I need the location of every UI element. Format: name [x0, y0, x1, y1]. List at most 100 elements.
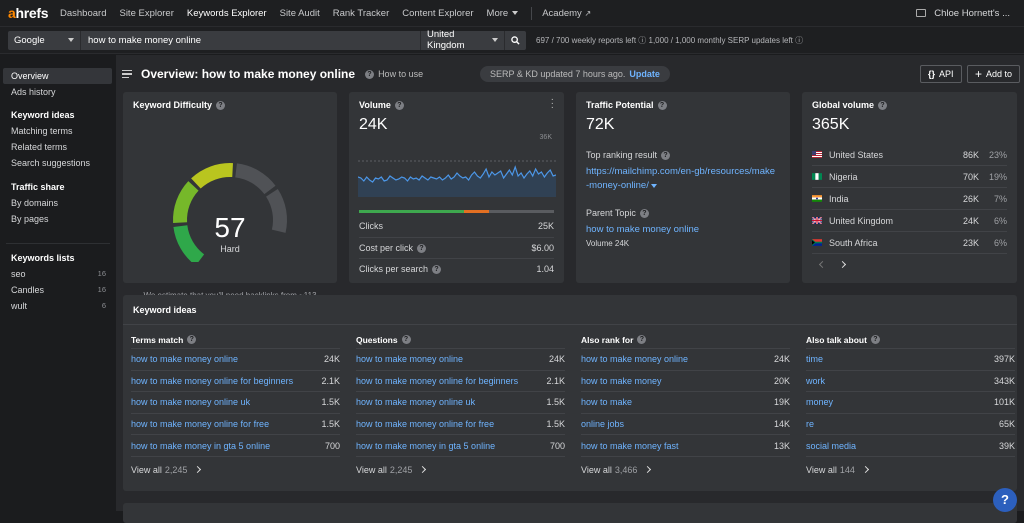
- how-to-use-link[interactable]: ? How to use: [365, 69, 423, 79]
- list-item[interactable]: how to make money online uk 1.5K: [131, 392, 340, 414]
- list-item[interactable]: how to make money online 24K: [131, 349, 340, 371]
- parent-topic-link[interactable]: how to make money online: [586, 224, 700, 235]
- country-row-us[interactable]: United States 86K 23%: [812, 144, 1007, 166]
- list-item[interactable]: how to make money online 24K: [581, 349, 790, 371]
- keyword-link[interactable]: how to make money online for free: [356, 419, 495, 430]
- search-button[interactable]: [504, 30, 526, 50]
- sidebar-item-overview[interactable]: Overview: [3, 68, 112, 84]
- help-icon[interactable]: ?: [878, 100, 888, 110]
- next-page-button[interactable]: [838, 260, 847, 269]
- sidebar-item-by-pages[interactable]: By pages: [11, 214, 49, 224]
- help-icon[interactable]: ?: [657, 100, 667, 110]
- keyword-link[interactable]: how to make money in gta 5 online: [131, 440, 271, 451]
- sidebar-item-related-terms[interactable]: Related terms: [11, 142, 68, 152]
- help-icon[interactable]: ?: [432, 264, 442, 274]
- search-engine-select[interactable]: Google: [8, 30, 80, 50]
- nav-keywords-explorer[interactable]: Keywords Explorer: [186, 7, 267, 19]
- nav-academy[interactable]: Academy ↗: [542, 8, 591, 19]
- list-item[interactable]: how to make money online 24K: [356, 349, 565, 371]
- sidebar-list-seo[interactable]: seo 16: [3, 266, 116, 282]
- keyword-link[interactable]: social media: [806, 440, 857, 451]
- country-row-in[interactable]: India 26K 7%: [812, 188, 1007, 210]
- list-item[interactable]: how to make money online for beginners 2.…: [356, 371, 565, 393]
- api-button[interactable]: {} API: [920, 65, 962, 83]
- nav-dashboard[interactable]: Dashboard: [60, 7, 107, 19]
- list-item[interactable]: how to make money in gta 5 online 700: [356, 435, 565, 457]
- keyword-link[interactable]: time: [806, 354, 824, 365]
- country-row-za[interactable]: South Africa 23K 6%: [812, 232, 1007, 254]
- list-item[interactable]: how to make money online for free 1.5K: [356, 414, 565, 436]
- volume-card: Volume? · · · 24K 36K Clicks 25K Cost per c…: [349, 92, 564, 283]
- more-icon[interactable]: · · ·: [550, 94, 554, 113]
- nav-rank-tracker[interactable]: Rank Tracker: [332, 7, 390, 19]
- list-item[interactable]: money 101K: [806, 392, 1015, 414]
- keyword-search-input[interactable]: how to make money online: [80, 30, 420, 50]
- view-all-link[interactable]: View all 2,245: [131, 457, 340, 483]
- country-row-ng[interactable]: Nigeria 70K 19%: [812, 166, 1007, 188]
- update-button[interactable]: Update: [629, 69, 660, 79]
- list-item[interactable]: online jobs 14K: [581, 414, 790, 436]
- keyword-link[interactable]: how to make money: [581, 375, 662, 386]
- help-chat-button[interactable]: ?: [993, 488, 1017, 512]
- keyword-link[interactable]: how to make money online for free: [131, 419, 270, 430]
- ahrefs-logo[interactable]: ahrefs: [8, 5, 49, 21]
- top-ranking-url[interactable]: https://mailchimp.com/en-gb/resources/ma…: [586, 165, 778, 193]
- keyword-link[interactable]: how to make money fast: [581, 440, 679, 451]
- view-all-link[interactable]: View all 144: [806, 457, 1015, 483]
- list-item[interactable]: how to make money online for free 1.5K: [131, 414, 340, 436]
- keyword-link[interactable]: money: [806, 397, 834, 408]
- sidebar-list-wult[interactable]: wult 6: [3, 298, 116, 314]
- list-item[interactable]: how to make money online for beginners 2.…: [131, 371, 340, 393]
- sidebar-item-search-suggestions[interactable]: Search suggestions: [11, 158, 91, 168]
- nav-site-audit[interactable]: Site Audit: [279, 7, 320, 19]
- monitor-icon[interactable]: [916, 9, 927, 17]
- list-item[interactable]: how to make money online uk 1.5K: [356, 392, 565, 414]
- country-select[interactable]: United Kingdom: [420, 29, 504, 51]
- sidebar-item-by-domains[interactable]: By domains: [11, 198, 59, 208]
- keyword-link[interactable]: how to make money online for beginners: [356, 375, 519, 386]
- sidebar-item-matching-terms[interactable]: Matching terms: [11, 126, 73, 136]
- cpc-value: $6.00: [531, 243, 554, 253]
- list-item[interactable]: re 65K: [806, 414, 1015, 436]
- keyword-link[interactable]: how to make money online uk: [131, 397, 251, 408]
- view-all-link[interactable]: View all 2,245: [356, 457, 565, 483]
- sidebar-item-ads-history[interactable]: Ads history: [11, 87, 56, 97]
- add-to-button[interactable]: + Add to: [967, 65, 1021, 83]
- sidebar-list-candles[interactable]: Candles 16: [3, 282, 116, 298]
- view-all-link[interactable]: View all 3,466: [581, 457, 790, 483]
- keyword-link[interactable]: how to make: [581, 397, 633, 408]
- keyword-link[interactable]: online jobs: [581, 419, 625, 430]
- list-item[interactable]: how to make money 20K: [581, 371, 790, 393]
- keyword-link[interactable]: how to make money in gta 5 online: [356, 440, 496, 451]
- keyword-link[interactable]: how to make money online uk: [356, 397, 476, 408]
- nav-more[interactable]: More: [487, 8, 519, 19]
- help-icon[interactable]: ?: [870, 335, 880, 344]
- list-item[interactable]: how to make money in gta 5 online 700: [131, 435, 340, 457]
- menu-icon[interactable]: [122, 68, 132, 81]
- keyword-link[interactable]: how to make money online for beginners: [131, 375, 294, 386]
- help-icon[interactable]: ?: [417, 243, 427, 253]
- help-icon[interactable]: ?: [216, 100, 226, 110]
- country-row-uk[interactable]: United Kingdom 24K 6%: [812, 210, 1007, 232]
- keyword-link[interactable]: how to make money online: [131, 354, 239, 365]
- help-icon[interactable]: ?: [661, 150, 671, 160]
- help-icon[interactable]: ?: [187, 335, 197, 344]
- user-menu[interactable]: Chloe Hornett's ...: [934, 7, 1010, 19]
- list-item[interactable]: time 397K: [806, 349, 1015, 371]
- keyword-link[interactable]: re: [806, 419, 815, 430]
- help-icon[interactable]: ?: [639, 208, 649, 218]
- keyword-link[interactable]: how to make money online: [581, 354, 689, 365]
- keyword-link[interactable]: how to make money online: [356, 354, 464, 365]
- nav-content-explorer[interactable]: Content Explorer: [402, 7, 474, 19]
- prev-page-button[interactable]: [818, 260, 827, 269]
- help-icon[interactable]: ?: [401, 335, 411, 344]
- list-item[interactable]: work 343K: [806, 371, 1015, 393]
- cps-label-text: Clicks per search: [359, 263, 429, 274]
- list-item[interactable]: how to make 19K: [581, 392, 790, 414]
- list-item[interactable]: social media 39K: [806, 435, 1015, 457]
- help-icon[interactable]: ?: [637, 335, 647, 344]
- help-icon[interactable]: ?: [394, 100, 404, 110]
- list-item[interactable]: how to make money fast 13K: [581, 435, 790, 457]
- keyword-link[interactable]: work: [806, 375, 826, 386]
- nav-site-explorer[interactable]: Site Explorer: [119, 7, 174, 19]
